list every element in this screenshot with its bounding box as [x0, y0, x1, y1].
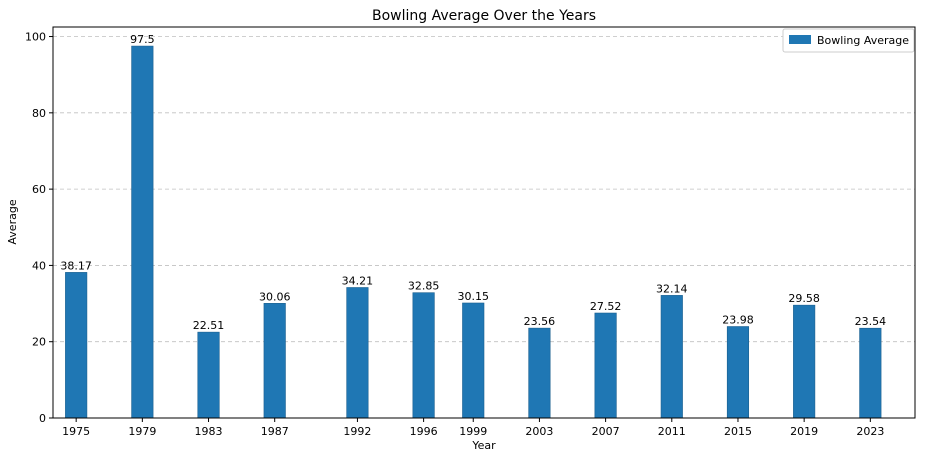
- y-axis: 0 20 40 60 80 100: [25, 31, 53, 425]
- legend-label: Bowling Average: [817, 34, 909, 47]
- bar: [594, 312, 617, 419]
- legend: Bowling Average: [782, 28, 915, 53]
- bar: [859, 327, 882, 419]
- bar: [263, 303, 286, 419]
- x-tick-label: 2003: [525, 425, 553, 438]
- bar-value-label: 32.14: [656, 282, 688, 295]
- x-tick-label: 1987: [261, 425, 289, 438]
- x-tick-label: 2007: [592, 425, 620, 438]
- x-tick-label: 1996: [410, 425, 438, 438]
- y-tick-label: 80: [32, 107, 46, 120]
- bar-value-label: 38.17: [60, 259, 92, 272]
- bar-value-label: 32.85: [408, 280, 440, 293]
- x-tick-label: 1992: [343, 425, 371, 438]
- bar-value-label: 23.98: [722, 314, 754, 327]
- chart-title: Bowling Average Over the Years: [372, 8, 596, 24]
- y-tick-label: 40: [32, 259, 46, 272]
- x-axis-label: Year: [471, 439, 496, 452]
- grid: [53, 36, 915, 343]
- bar: [197, 331, 220, 419]
- bar-value-label: 30.15: [457, 290, 489, 303]
- bar: [528, 327, 551, 419]
- bar: [346, 287, 369, 419]
- y-axis-label: Average: [6, 199, 19, 244]
- data-labels: 38.17 97.5 22.51 30.06 34.21 32.85 30.15 23.56 2…: [60, 33, 886, 332]
- bar-value-label: 23.56: [524, 315, 556, 328]
- bar-value-label: 23.54: [855, 315, 887, 328]
- bar-value-label: 34.21: [342, 275, 374, 288]
- x-tick-label: 1979: [128, 425, 156, 438]
- plot-frame: [52, 26, 916, 419]
- bar: [726, 326, 750, 419]
- bar-value-label: 97.5: [130, 33, 155, 46]
- x-axis: 1975 1979 1983 1987 1992 1996 1999 2003 2007 2011…: [62, 418, 884, 438]
- x-tick-label: 2011: [658, 425, 686, 438]
- legend-swatch: [789, 35, 811, 44]
- y-tick-label: 0: [39, 412, 46, 425]
- y-tick-label: 100: [25, 31, 46, 44]
- x-tick-label: 2019: [790, 425, 818, 438]
- legend-box: [782, 28, 915, 53]
- bar: [462, 302, 485, 419]
- bar: [412, 292, 435, 419]
- bar: [660, 295, 683, 419]
- bars: [65, 45, 882, 419]
- bar: [131, 45, 154, 419]
- bar-value-label: 27.52: [590, 300, 622, 313]
- bar-value-label: 22.51: [193, 319, 225, 332]
- x-tick-label: 2015: [724, 425, 752, 438]
- y-tick-label: 60: [32, 183, 46, 196]
- x-tick-label: 2023: [856, 425, 884, 438]
- y-tick-label: 20: [32, 336, 46, 349]
- bar-value-label: 30.06: [259, 290, 291, 303]
- bar-value-label: 29.58: [788, 292, 820, 305]
- bar: [65, 272, 88, 419]
- x-tick-label: 1975: [62, 425, 90, 438]
- x-tick-label: 1983: [195, 425, 223, 438]
- x-tick-label: 1999: [459, 425, 487, 438]
- bar: [793, 304, 816, 419]
